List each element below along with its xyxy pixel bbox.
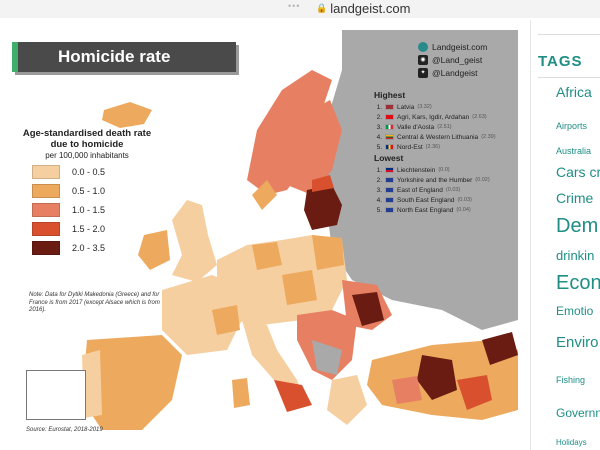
brand-twitter: @Landgeist — [432, 67, 478, 78]
uk-flag-icon — [385, 177, 394, 183]
turkey-flag-icon — [385, 114, 394, 120]
uk-flag-icon — [385, 187, 394, 193]
legend-item: 1.5 - 2.0 — [22, 222, 152, 236]
legend-swatch — [32, 165, 60, 179]
tags-header: TAGS — [538, 34, 600, 78]
legend-item: 2.0 - 3.5 — [22, 241, 152, 255]
legend-item: 0.5 - 1.0 — [22, 184, 152, 198]
list-item: 3. East of England (0.03) — [376, 186, 461, 194]
url-text: landgeist.com — [330, 0, 411, 16]
list-item: 3. Valle d'Aosta (2.51) — [376, 123, 452, 131]
europe-map — [12, 20, 518, 450]
tag-link[interactable]: Australia — [556, 146, 592, 156]
tag-link[interactable]: Cars cr — [556, 164, 600, 180]
list-item: 4. South East England (0.03) — [376, 196, 472, 204]
tag-link[interactable]: Crime — [556, 190, 594, 206]
map-title: Homicide rate — [12, 42, 236, 72]
address-bar[interactable]: 🔒 landgeist.com — [316, 0, 410, 16]
tags-sidebar: TAGS Africa Airports Australia Cars cr C… — [530, 20, 600, 450]
tab-overview-dots[interactable]: ••• — [288, 1, 301, 11]
legend-swatch — [32, 203, 60, 217]
tag-link[interactable]: Africa — [556, 84, 592, 100]
highest-list: Highest 1. Latvia (3.32) 2. Agri, Kars, … — [374, 90, 518, 152]
legend-swatch — [32, 184, 60, 198]
legend-subtitle: per 100,000 inhabitants — [45, 151, 129, 160]
lowest-list: Lowest 1. Liechtenstein (0.0) 2. Yorkshi… — [374, 153, 518, 215]
list-item: 5. North East England (0.04) — [376, 206, 471, 214]
list-item: 2. Yorkshire and the Humber (0.02) — [376, 176, 490, 184]
tag-link[interactable]: drinkin — [556, 248, 595, 263]
tag-link[interactable]: Dem — [556, 215, 599, 237]
map-legend: Age-standardised death rate due to homic… — [22, 128, 152, 255]
map-source: Source: Eurostat, 2018-2019 — [26, 427, 103, 433]
highest-title: Highest — [374, 90, 406, 100]
islands-inset-map — [26, 370, 86, 420]
latvia-flag-icon — [385, 104, 394, 110]
homicide-map-image: Homicide rate Landgeist.com ◉ @Land_geis… — [12, 20, 518, 450]
lock-icon: 🔒 — [316, 2, 328, 13]
tag-link[interactable]: Fishing — [556, 375, 586, 385]
brand-instagram: @Land_geist — [432, 54, 483, 65]
globe-icon — [418, 41, 428, 52]
list-item: 1. Latvia (3.32) — [376, 103, 432, 111]
tag-link[interactable]: Governn — [556, 406, 600, 420]
legend-swatch — [32, 222, 60, 236]
liechtenstein-flag-icon — [385, 167, 394, 173]
list-item: 5. Nord-Est (2.36) — [376, 143, 441, 151]
list-item: 4. Central & Western Lithuania (2.39) — [376, 133, 496, 141]
uk-flag-icon — [385, 207, 394, 213]
twitter-icon: ✦ — [418, 67, 428, 78]
tag-link[interactable]: Emotio — [556, 304, 594, 318]
legend-title: Age-standardised death rate due to homic… — [22, 128, 152, 150]
lithuania-flag-icon — [385, 134, 394, 140]
tag-link[interactable]: Enviro — [556, 334, 599, 351]
romania-flag-icon — [385, 144, 394, 150]
legend-item: 0.0 - 0.5 — [22, 165, 152, 179]
brand-site: Landgeist.com — [432, 41, 488, 52]
browser-topbar: ••• 🔒 landgeist.com — [0, 0, 600, 18]
tag-link[interactable]: Airports — [556, 121, 588, 131]
legend-swatch — [32, 241, 60, 255]
list-item: 2. Agri, Kars, Igdir, Ardahan (2.63) — [376, 113, 487, 121]
lowest-title: Lowest — [374, 153, 404, 163]
uk-flag-icon — [385, 197, 394, 203]
italy-flag-icon — [385, 124, 394, 130]
tag-link[interactable]: Holidays — [556, 438, 587, 447]
brand-block: Landgeist.com ◉ @Land_geist ✦ @Landgeist — [418, 40, 518, 79]
list-item: 1. Liechtenstein (0.0) — [376, 166, 450, 174]
map-note: Note: Data for Dytiki Makedonia (Greece)… — [29, 292, 160, 313]
tag-link[interactable]: Econ — [556, 272, 600, 294]
legend-item: 1.0 - 1.5 — [22, 203, 152, 217]
instagram-icon: ◉ — [418, 54, 428, 65]
